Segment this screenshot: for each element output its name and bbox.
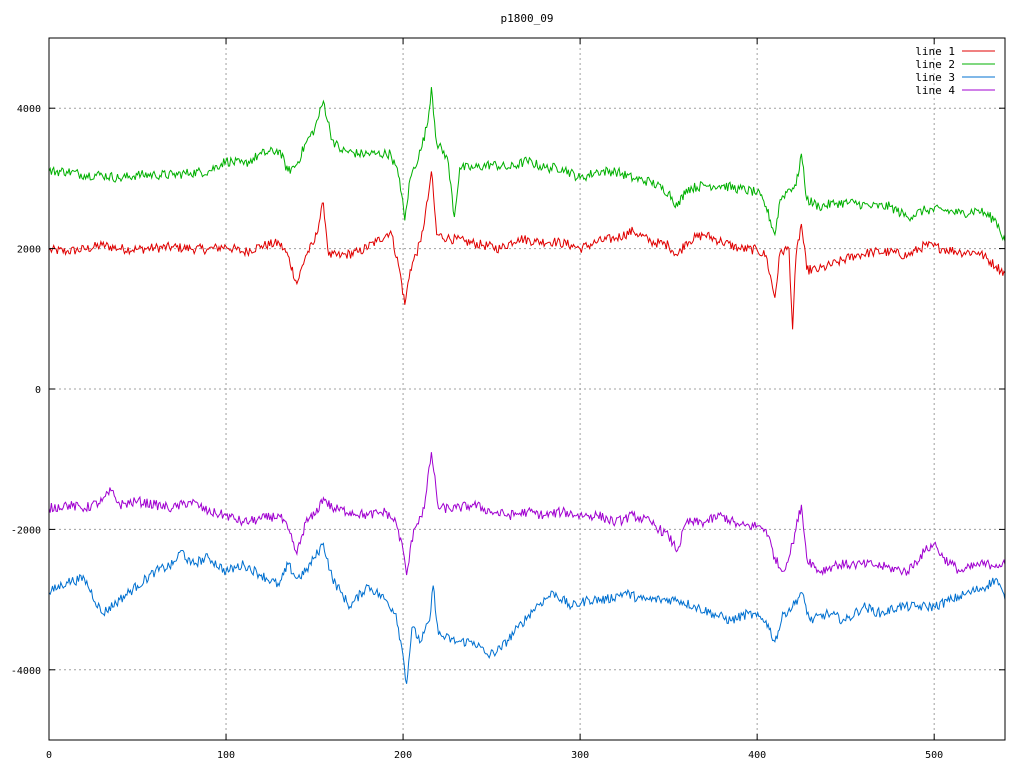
series-line-4: [48, 452, 1006, 577]
y-tick-label: -2000: [11, 525, 41, 536]
legend-label: line 2: [915, 58, 955, 71]
series-line-2: [48, 87, 1006, 242]
y-tick-label: 4000: [17, 104, 41, 115]
x-tick-label: 200: [394, 750, 412, 761]
x-tick-label: 500: [925, 750, 943, 761]
series-line-1: [48, 171, 1006, 330]
y-tick-label: 2000: [17, 245, 41, 256]
plot-frame: [48, 37, 1006, 741]
grid: [49, 38, 1005, 740]
x-tick-label: 300: [571, 750, 589, 761]
legend-label: line 4: [915, 84, 955, 97]
y-tick-label: -4000: [11, 666, 41, 677]
chart-title: p1800_09: [501, 12, 554, 25]
x-tick-label: 0: [46, 750, 52, 761]
x-axis: 0 100 200 300 400 500: [46, 38, 943, 761]
y-axis: -4000 -2000 0 2000 4000: [11, 104, 1005, 677]
series-layer: [48, 87, 1006, 684]
x-tick-label: 100: [217, 750, 235, 761]
x-tick-label: 400: [748, 750, 766, 761]
y-tick-label: 0: [35, 385, 41, 396]
legend-label: line 1: [915, 45, 955, 58]
legend-label: line 3: [915, 71, 955, 84]
series-line-3: [48, 542, 1006, 684]
